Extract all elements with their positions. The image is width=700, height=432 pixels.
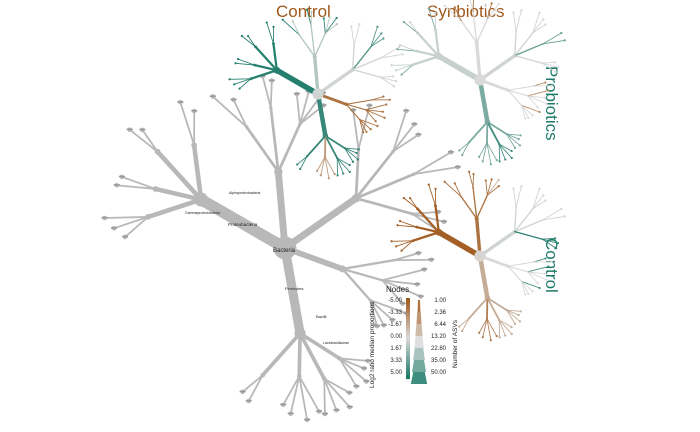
legend-size-axis-title: Number of ASVs	[452, 319, 459, 368]
row-header-probiotics: Probiotics	[542, 66, 561, 141]
legend-size-tick: 2.36	[434, 310, 446, 316]
heat-tree-control-vs-probiotics	[228, 8, 404, 180]
heat-tree-synbiotics-vs-control	[390, 170, 566, 342]
legend-color-tick: 5.00	[390, 370, 402, 376]
legend-color-tick: -1.67	[388, 322, 402, 328]
legend-size-tick: 1.00	[434, 298, 446, 304]
legend-color-axis-title: Log2 ratio median proportions	[369, 301, 376, 388]
legend-size-ticks: 1.00 2.36 6.44 13.20 22.80 35.00 50.00	[431, 298, 447, 376]
legend-color-tick: -3.33	[388, 310, 402, 316]
label-bacilli: Bacilli	[316, 314, 327, 319]
column-header-control: Control	[276, 2, 331, 21]
label-proteobacteria: Proteobacteria	[228, 222, 258, 227]
heat-tree-synbiotics-vs-probiotics	[390, 0, 566, 166]
legend-size-tick: 6.44	[434, 322, 446, 328]
legend-size-tick: 13.20	[431, 334, 447, 340]
label-gammaproteobacteria: Gammaproteobacteria	[185, 211, 220, 215]
legend-color-tick: 1.67	[390, 346, 402, 352]
reference-heat-tree	[101, 73, 461, 423]
legend-color-tick: 3.33	[390, 358, 402, 364]
legend-color-gradient	[406, 298, 428, 384]
label-bacteria: Bacteria	[273, 248, 296, 254]
legend-title: Nodes	[386, 285, 409, 294]
legend-color-ticks: -5.00 -3.33 -1.67 0.00 1.67 3.33 5.00	[388, 298, 402, 376]
label-lactobacillaceae: Lactobacillaceae	[323, 341, 349, 345]
legend: Nodes Log2 ratio median proportions Numb…	[369, 285, 459, 388]
legend-color-tick: -5.00	[388, 298, 402, 304]
legend-color-tick: 0.00	[390, 334, 402, 340]
legend-size-tick: 35.00	[431, 358, 447, 364]
legend-size-tick: 50.00	[431, 370, 447, 376]
label-firmicutes: Firmicutes	[285, 286, 303, 291]
legend-size-tick: 22.80	[431, 346, 447, 352]
label-alphaproteobacteria: Alphaproteobacteria	[229, 191, 260, 195]
